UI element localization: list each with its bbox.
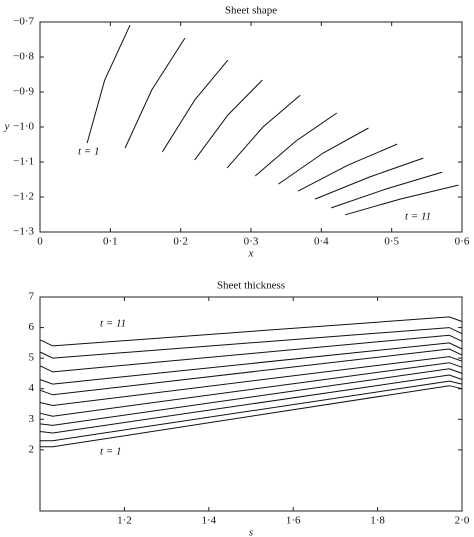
data-line xyxy=(86,24,131,144)
data-line xyxy=(39,374,463,434)
x-axis-label: x xyxy=(248,248,254,260)
data-line xyxy=(39,362,463,417)
y-tick-label: 6 xyxy=(29,321,35,333)
y-tick-label: 7 xyxy=(29,291,35,303)
y-tick-label: −1·0 xyxy=(13,121,34,133)
y-axis-label: y xyxy=(4,121,10,133)
x-tick-label: 0 xyxy=(37,236,43,248)
y-tick-label: −0·7 xyxy=(13,16,34,28)
x-tick-label: 0·5 xyxy=(384,236,399,248)
data-line xyxy=(297,143,398,192)
y-tick-label: 3 xyxy=(29,413,35,425)
data-line xyxy=(39,348,463,396)
x-tick-label: 0·1 xyxy=(103,236,118,248)
data-line xyxy=(226,94,301,169)
data-line xyxy=(161,59,229,153)
data-line xyxy=(278,127,369,185)
data-line xyxy=(254,112,338,177)
annotation: t = 1 xyxy=(100,446,121,458)
plot-frame xyxy=(39,296,463,512)
x-tick-label: 0·2 xyxy=(173,236,188,248)
y-tick-label: 5 xyxy=(29,352,35,364)
data-line xyxy=(314,157,424,200)
x-tick-label: 0·3 xyxy=(244,236,259,248)
data-line xyxy=(39,316,463,347)
y-tick-label: −1·1 xyxy=(13,156,34,168)
y-tick-label: −0·9 xyxy=(13,86,34,98)
y-tick-label: −0·8 xyxy=(13,51,34,63)
x-tick-label: 0·4 xyxy=(314,236,329,248)
y-tick-label: 4 xyxy=(29,382,35,394)
chart-title: Sheet shape xyxy=(225,5,277,17)
data-line xyxy=(39,327,463,359)
y-tick-label: 2 xyxy=(29,443,35,455)
x-tick-label: 0·6 xyxy=(455,236,470,248)
data-line xyxy=(39,368,463,426)
data-line xyxy=(40,385,463,448)
annotation: t = 11 xyxy=(100,318,126,330)
x-axis-label: s xyxy=(249,527,253,537)
y-tick-label: −1·3 xyxy=(13,226,34,238)
data-line xyxy=(39,334,463,373)
chart-title: Sheet thickness xyxy=(217,280,285,292)
data-line xyxy=(124,37,186,149)
annotation: t = 1 xyxy=(78,146,99,158)
data-line xyxy=(331,171,443,209)
data-line xyxy=(39,356,463,407)
x-tick-label: 1·8 xyxy=(370,515,385,527)
data-line xyxy=(345,184,459,216)
x-tick-label: 1·2 xyxy=(117,515,132,527)
plot-frame xyxy=(39,21,463,233)
x-tick-label: 2·0 xyxy=(455,515,470,527)
data-line xyxy=(194,79,263,161)
x-tick-label: 1·4 xyxy=(201,515,216,527)
annotation: t = 11 xyxy=(405,211,431,223)
x-tick-label: 1·6 xyxy=(286,515,301,527)
data-line xyxy=(40,380,463,442)
y-tick-label: −1·2 xyxy=(13,191,34,203)
data-line xyxy=(39,342,463,385)
